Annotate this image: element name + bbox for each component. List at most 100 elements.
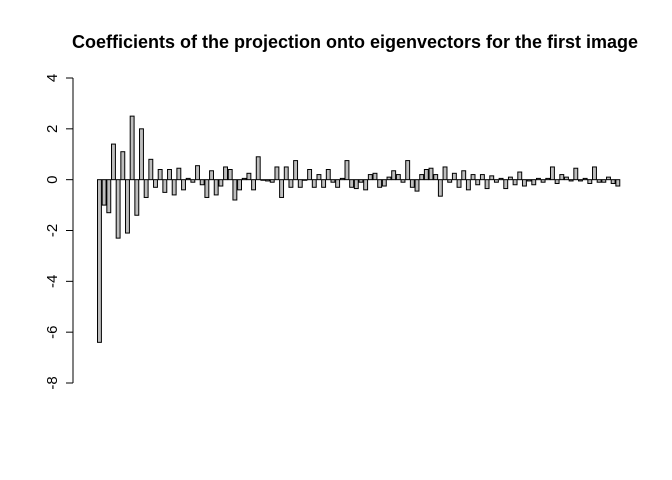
bar [540,179,546,183]
bar [218,179,224,187]
bar [535,177,541,181]
bar [568,179,574,182]
y-tick-label: -2 [44,224,61,237]
bar [349,179,355,188]
bar [125,179,130,234]
bar [601,179,607,183]
bar [101,179,107,206]
bar [451,172,457,181]
bar [456,179,462,188]
bar [344,160,350,181]
bar [479,174,485,181]
bar [325,169,331,181]
bar [246,172,252,181]
bar [596,179,602,183]
bar [115,179,121,239]
bar [139,128,144,181]
bar [185,177,191,181]
bar [269,179,275,183]
bar [106,179,112,214]
bar [265,179,271,182]
bar [442,166,448,181]
bar [223,166,228,181]
bar [615,179,621,187]
bar [437,179,443,197]
bar [564,176,569,181]
bar [521,179,527,187]
y-tick-label: 4 [44,74,61,82]
bar [241,177,247,181]
bar [526,179,532,182]
bar [209,170,214,181]
bar [157,169,163,181]
bar [381,179,387,187]
bar [307,169,313,181]
bar [232,179,238,201]
bar [167,169,172,181]
bar [423,169,429,181]
bar [433,174,439,181]
bar [517,171,523,181]
bar [414,179,420,192]
bar [237,179,243,191]
bar [549,166,555,181]
bar [461,170,467,181]
bar [339,177,345,181]
bar [190,179,196,183]
bar [386,176,392,181]
bar [419,174,425,181]
bar [171,179,177,196]
bar [507,176,513,181]
bar [484,179,490,190]
bar [283,166,289,181]
bar [143,179,149,198]
bar [302,179,308,181]
bar [181,179,186,191]
bar [153,179,158,188]
bar [204,179,210,198]
bar [255,156,261,181]
bar [227,169,233,181]
bars [97,115,621,343]
bar [358,179,364,183]
bar [405,160,411,181]
y-tick-label: 0 [44,175,61,183]
bar [391,170,397,181]
bar [372,172,378,181]
bar [475,179,481,186]
bar [120,151,126,181]
bar [447,179,453,183]
y-tick-label: -4 [44,275,61,288]
bar [321,179,327,188]
bar [260,179,266,181]
bar [274,166,280,181]
bar [400,179,406,183]
bar [129,115,135,181]
bar [363,179,369,191]
bar [465,179,471,191]
bar [587,179,593,184]
chart-title: Coefficients of the projection onto eige… [72,32,638,52]
bar [559,174,565,181]
bar [592,166,597,181]
bar [195,165,200,181]
bar [470,174,476,181]
bar [213,179,219,196]
bar [395,174,401,181]
bar [578,179,583,182]
y-tick-label: -8 [44,376,61,389]
bar [493,179,499,183]
y-tick-label: -6 [44,325,61,338]
bar [311,179,317,188]
bar [199,179,205,186]
bar [97,179,102,343]
bar [554,179,560,184]
bar [316,174,322,181]
bar [498,177,504,181]
bar [176,167,182,181]
bar [573,167,579,181]
bar [606,176,611,181]
bar [330,179,336,183]
bar [512,179,518,186]
